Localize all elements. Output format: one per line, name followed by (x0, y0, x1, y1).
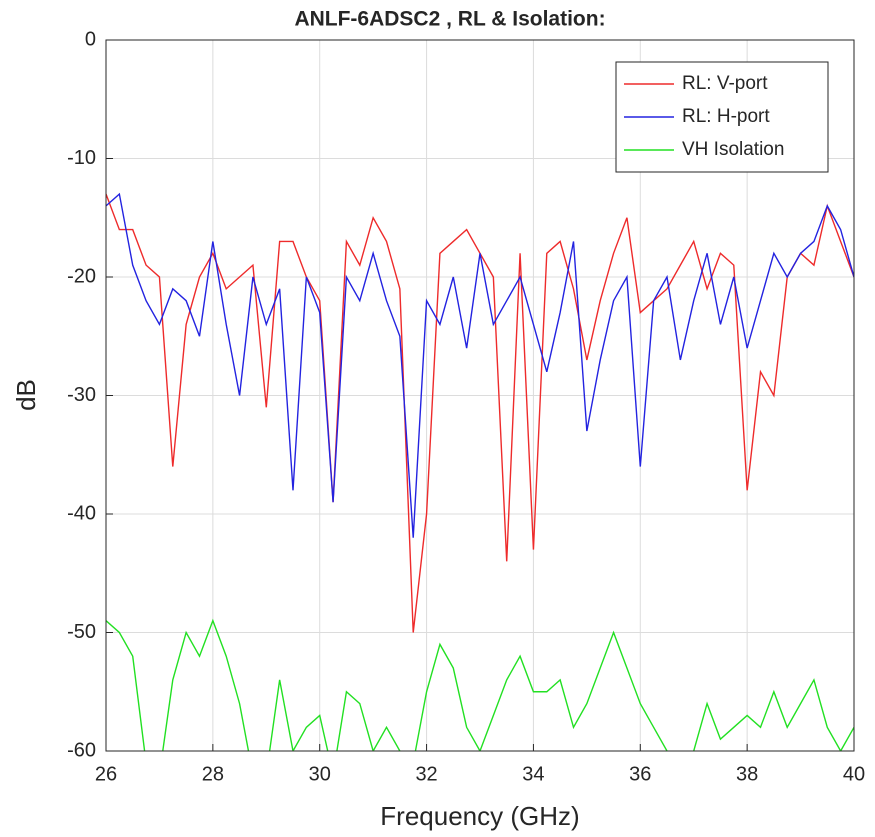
series-line (106, 618, 854, 751)
y-tick-label: -60 (67, 739, 96, 761)
x-tick-label: 32 (415, 763, 437, 785)
y-axis-label: dB (11, 379, 41, 411)
series-line (106, 192, 854, 538)
y-tick-label: 0 (85, 28, 96, 50)
x-tick-label: 38 (736, 763, 758, 785)
x-tick-label: 40 (843, 763, 865, 785)
x-tick-label: 30 (309, 763, 331, 785)
x-tick-label: 28 (202, 763, 224, 785)
y-tick-label: -10 (67, 147, 96, 169)
plot-frame (105, 39, 855, 752)
x-axis-label: Frequency (GHz) (380, 801, 579, 831)
legend-label: RL: V-port (682, 73, 768, 94)
x-tick-label: 34 (522, 763, 544, 785)
x-tick-label: 26 (95, 763, 117, 785)
y-tick-label: -50 (67, 621, 96, 643)
y-tick-label: -30 (67, 384, 96, 406)
y-tick-label: -20 (67, 265, 96, 287)
x-tick-label: 36 (629, 763, 651, 785)
lines (106, 192, 854, 751)
legend-label: RL: H-port (682, 106, 770, 127)
legend-label: VH Isolation (682, 139, 784, 160)
chart-title: ANLF-6ADSC2 , RL & Isolation: (294, 8, 605, 31)
y-tick-label: -40 (67, 502, 96, 524)
legend: RL: V-port RL: H-port VH Isolation (615, 61, 829, 173)
